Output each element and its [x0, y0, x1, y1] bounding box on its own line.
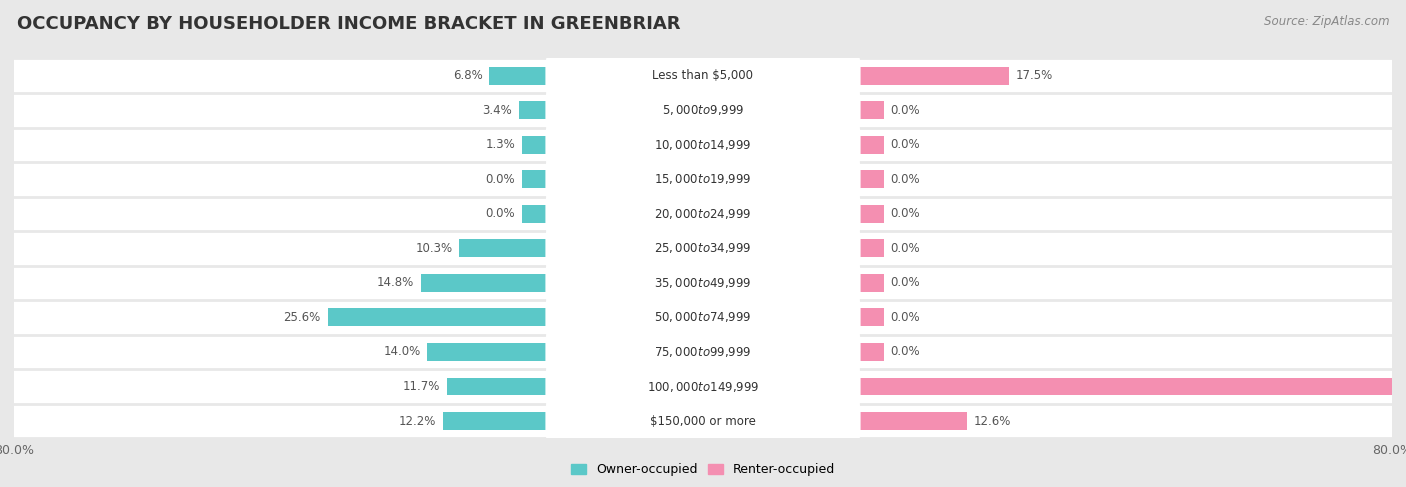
- Bar: [858, 274, 884, 292]
- Text: 14.8%: 14.8%: [377, 277, 413, 289]
- Bar: [858, 136, 884, 154]
- Text: $50,000 to $74,999: $50,000 to $74,999: [654, 310, 752, 324]
- Bar: [519, 101, 548, 119]
- Text: 14.0%: 14.0%: [384, 345, 420, 358]
- Text: 0.0%: 0.0%: [891, 207, 921, 220]
- Bar: [420, 274, 548, 292]
- Bar: [14, 93, 1392, 128]
- Text: 17.5%: 17.5%: [1015, 69, 1053, 82]
- Bar: [14, 197, 1392, 231]
- Bar: [14, 265, 1392, 300]
- Text: $20,000 to $24,999: $20,000 to $24,999: [654, 207, 752, 221]
- FancyBboxPatch shape: [546, 367, 860, 406]
- Bar: [427, 343, 548, 361]
- Bar: [447, 377, 548, 395]
- Bar: [14, 58, 1392, 93]
- Bar: [858, 308, 884, 326]
- Bar: [858, 101, 884, 119]
- FancyBboxPatch shape: [546, 194, 860, 233]
- Text: 0.0%: 0.0%: [485, 207, 515, 220]
- Text: 0.0%: 0.0%: [891, 345, 921, 358]
- Bar: [858, 412, 966, 430]
- Bar: [858, 67, 1008, 85]
- FancyBboxPatch shape: [546, 91, 860, 130]
- Bar: [14, 300, 1392, 335]
- Text: 0.0%: 0.0%: [891, 242, 921, 255]
- Bar: [858, 343, 884, 361]
- Bar: [522, 170, 548, 188]
- FancyBboxPatch shape: [546, 298, 860, 337]
- Text: 10.3%: 10.3%: [415, 242, 453, 255]
- Text: $5,000 to $9,999: $5,000 to $9,999: [662, 103, 744, 117]
- FancyBboxPatch shape: [546, 126, 860, 164]
- Bar: [14, 231, 1392, 265]
- Bar: [460, 240, 548, 257]
- Text: 0.0%: 0.0%: [891, 138, 921, 151]
- Bar: [14, 369, 1392, 404]
- Bar: [522, 136, 548, 154]
- FancyBboxPatch shape: [546, 56, 860, 95]
- Text: 11.7%: 11.7%: [404, 380, 440, 393]
- Text: 3.4%: 3.4%: [482, 104, 512, 117]
- Bar: [443, 412, 548, 430]
- Text: 12.2%: 12.2%: [399, 414, 436, 428]
- Bar: [522, 205, 548, 223]
- Text: $150,000 or more: $150,000 or more: [650, 414, 756, 428]
- Text: 6.8%: 6.8%: [453, 69, 482, 82]
- Bar: [489, 67, 548, 85]
- Bar: [14, 128, 1392, 162]
- FancyBboxPatch shape: [546, 160, 860, 199]
- FancyBboxPatch shape: [546, 229, 860, 268]
- Text: 0.0%: 0.0%: [891, 104, 921, 117]
- Bar: [14, 335, 1392, 369]
- Text: 0.0%: 0.0%: [891, 311, 921, 324]
- Text: $15,000 to $19,999: $15,000 to $19,999: [654, 172, 752, 187]
- Bar: [14, 162, 1392, 197]
- Text: $25,000 to $34,999: $25,000 to $34,999: [654, 242, 752, 255]
- Bar: [858, 205, 884, 223]
- Text: 12.6%: 12.6%: [973, 414, 1011, 428]
- Text: $10,000 to $14,999: $10,000 to $14,999: [654, 138, 752, 152]
- Text: Source: ZipAtlas.com: Source: ZipAtlas.com: [1264, 15, 1389, 28]
- Text: $75,000 to $99,999: $75,000 to $99,999: [654, 345, 752, 359]
- Bar: [14, 404, 1392, 438]
- Legend: Owner-occupied, Renter-occupied: Owner-occupied, Renter-occupied: [567, 458, 839, 482]
- Text: $100,000 to $149,999: $100,000 to $149,999: [647, 379, 759, 393]
- FancyBboxPatch shape: [546, 333, 860, 371]
- Text: Less than $5,000: Less than $5,000: [652, 69, 754, 82]
- Text: 0.0%: 0.0%: [485, 173, 515, 186]
- Text: 0.0%: 0.0%: [891, 277, 921, 289]
- Text: 1.3%: 1.3%: [485, 138, 515, 151]
- Text: OCCUPANCY BY HOUSEHOLDER INCOME BRACKET IN GREENBRIAR: OCCUPANCY BY HOUSEHOLDER INCOME BRACKET …: [17, 15, 681, 33]
- Bar: [328, 308, 548, 326]
- Text: 25.6%: 25.6%: [284, 311, 321, 324]
- Bar: [858, 170, 884, 188]
- FancyBboxPatch shape: [546, 402, 860, 440]
- Bar: [858, 377, 1406, 395]
- Text: 0.0%: 0.0%: [891, 173, 921, 186]
- Text: $35,000 to $49,999: $35,000 to $49,999: [654, 276, 752, 290]
- Bar: [858, 240, 884, 257]
- FancyBboxPatch shape: [546, 263, 860, 302]
